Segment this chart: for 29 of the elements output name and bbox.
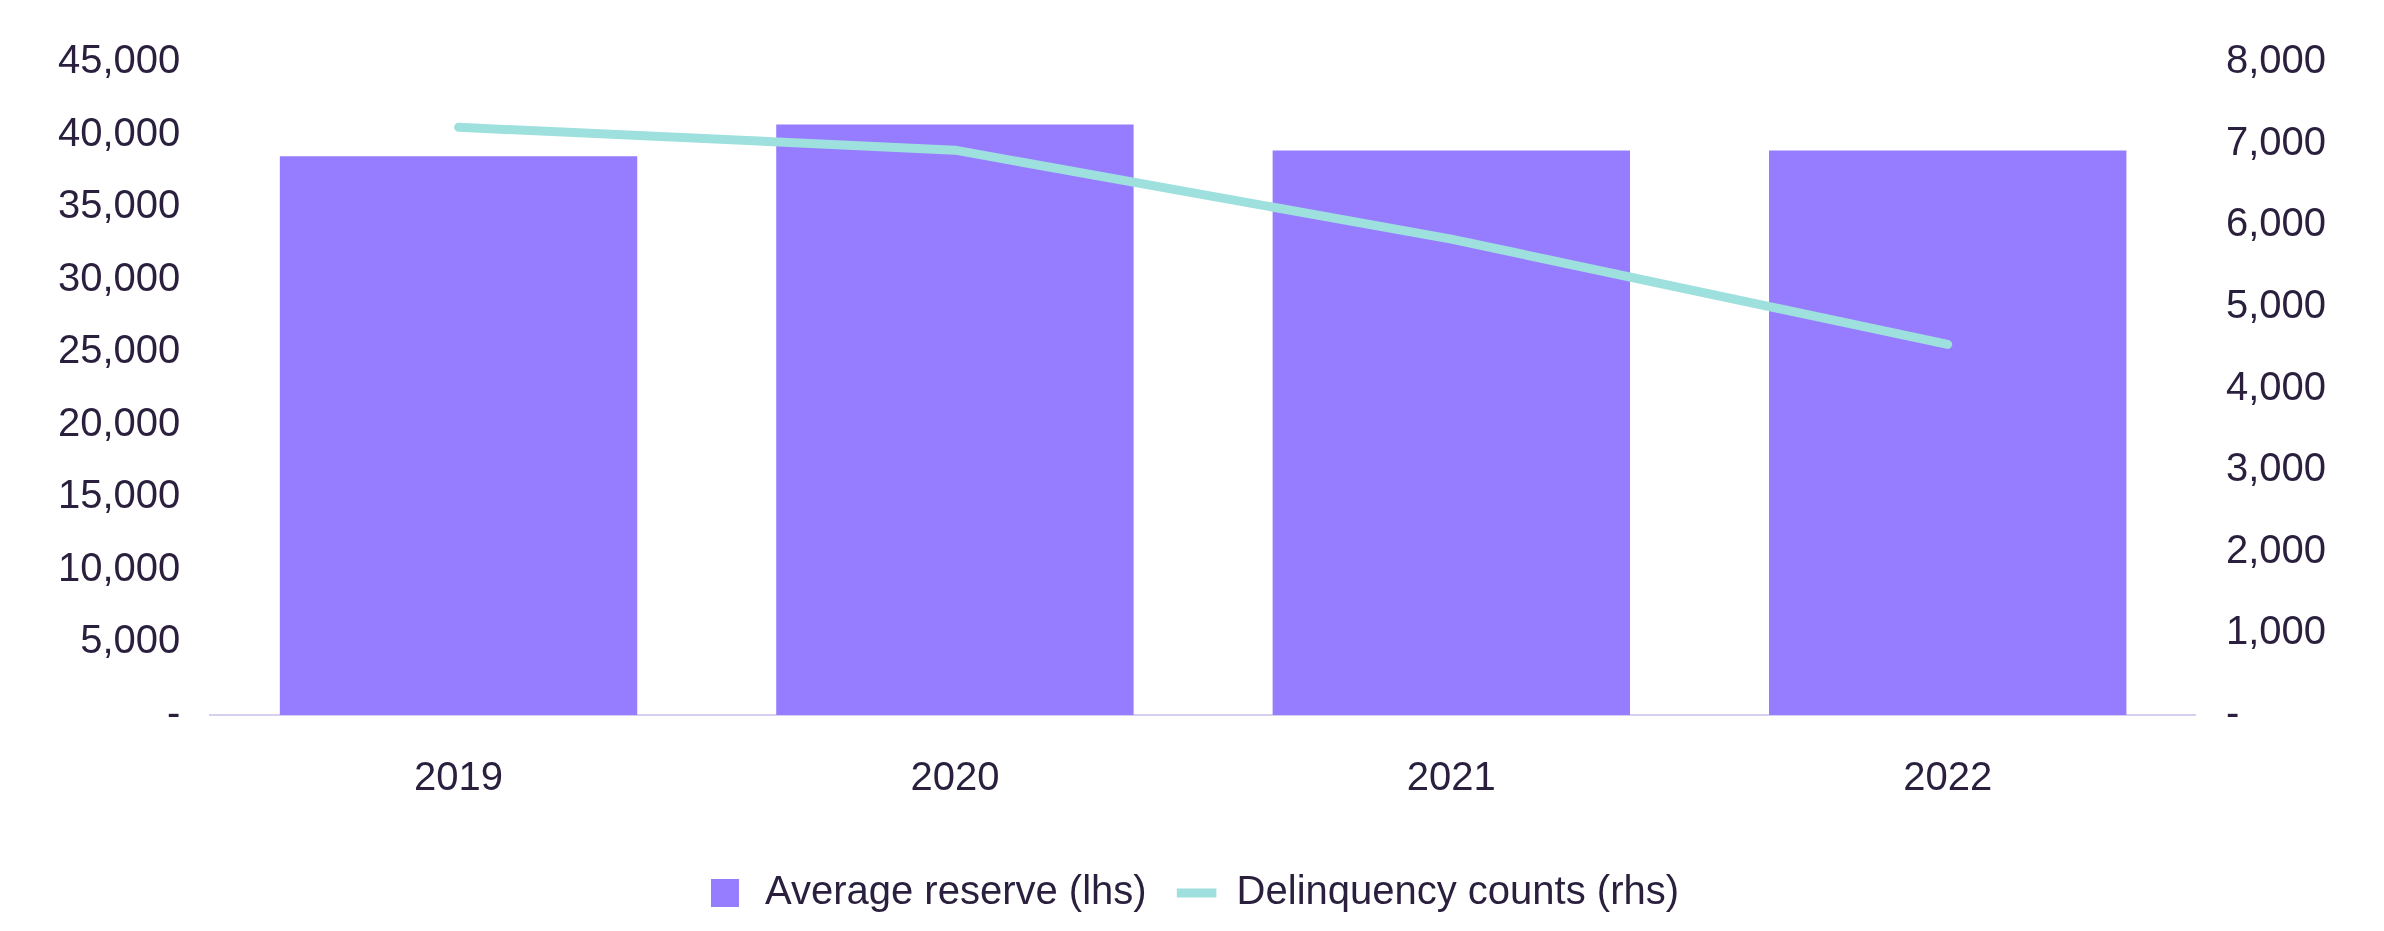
x-tick-label: 2021 <box>1406 754 1496 799</box>
x-tick-label: 2022 <box>1903 754 1993 799</box>
y-tick-label: 15,000 <box>58 472 181 517</box>
y-tick-label: 35,000 <box>58 182 181 227</box>
bar <box>279 156 638 715</box>
y-tick-label: 40,000 <box>58 109 181 154</box>
y2-tick-label: 6,000 <box>2225 200 2327 245</box>
y2-tick-label: 1,000 <box>2225 608 2327 653</box>
y2-tick-label: - <box>2225 690 2240 735</box>
legend-label: Average reserve (lhs) <box>764 868 1147 913</box>
legend-label: Delinquency counts (rhs) <box>1236 868 1680 913</box>
y2-tick-label: 7,000 <box>2225 118 2327 163</box>
y2-tick-label: 3,000 <box>2225 445 2327 490</box>
y-tick-label: 10,000 <box>58 544 181 589</box>
x-tick-label: 2019 <box>414 754 504 799</box>
y2-tick-label: 2,000 <box>2225 526 2327 571</box>
y-tick-label: 30,000 <box>58 254 181 299</box>
bar <box>1272 150 1631 715</box>
x-tick-label: 2020 <box>910 754 1000 799</box>
y-tick-label: 25,000 <box>58 327 181 372</box>
y-tick-label: 5,000 <box>80 617 181 662</box>
y-tick-label: - <box>167 690 181 735</box>
y2-tick-label: 5,000 <box>2225 281 2327 326</box>
y2-tick-label: 8,000 <box>2225 37 2327 82</box>
y-tick-label: 20,000 <box>58 399 181 444</box>
y-tick-label: 45,000 <box>58 37 181 82</box>
bar <box>1769 150 2127 715</box>
bar <box>776 124 1134 715</box>
y2-tick-label: 4,000 <box>2225 363 2327 408</box>
